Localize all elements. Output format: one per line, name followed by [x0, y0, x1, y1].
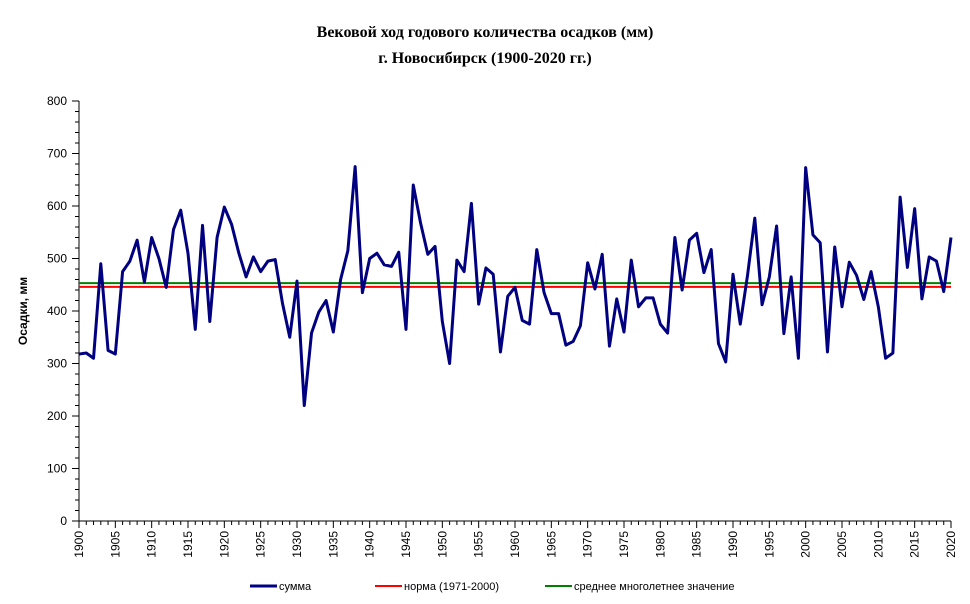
x-tick-label: 1990 [726, 531, 740, 558]
legend-item-norm: норма (1971-2000) [375, 581, 499, 593]
x-tick-label: 1960 [508, 531, 522, 558]
x-tick-label: 1965 [544, 531, 558, 558]
legend-item-mean: среднее многолетнее значение [545, 581, 734, 593]
y-tick-label: 500 [47, 252, 67, 266]
x-tick-label: 1905 [108, 531, 122, 558]
y-tick-label: 200 [47, 409, 67, 423]
chart-title-line-1: Вековой ход годового количества осадков … [316, 24, 654, 41]
x-tick-label: 1955 [472, 531, 486, 558]
x-tick-label: 1970 [581, 531, 595, 558]
x-tick-label: 1995 [762, 531, 776, 558]
y-tick-label: 100 [47, 462, 67, 476]
x-tick-label: 2005 [835, 531, 849, 558]
series-layer [78, 165, 953, 407]
x-tick-label: 1975 [617, 531, 631, 558]
x-tick-label: 1985 [690, 531, 704, 558]
series-line-sum [78, 165, 953, 407]
x-tick-label: 2020 [944, 531, 958, 558]
legend-item-sum: сумма [250, 581, 312, 593]
legend-label: сумма [279, 581, 312, 593]
x-tick-label: 2010 [871, 531, 885, 558]
y-tick-label: 600 [47, 199, 67, 213]
y-tick-label: 0 [60, 514, 67, 528]
x-tick-label: 1915 [181, 531, 195, 558]
legend-label: норма (1971-2000) [404, 581, 499, 593]
y-tick-label: 300 [47, 357, 67, 371]
y-tick-label: 800 [47, 94, 67, 108]
x-tick-label: 1900 [72, 531, 86, 558]
x-tick-label: 1980 [653, 531, 667, 558]
x-tick-label: 2015 [908, 531, 922, 558]
y-axis-label: Осадки, мм [16, 277, 30, 345]
x-tick-label: 2000 [799, 531, 813, 558]
axes: 0 100 200 300 400 500 600 700 800 1900 1905 1910 191… [47, 94, 958, 558]
y-tick-label: 400 [47, 304, 67, 318]
x-tick-label: 1910 [145, 531, 159, 558]
x-tick-label: 1925 [254, 531, 268, 558]
x-tick-label: 1935 [326, 531, 340, 558]
legend: сумма норма (1971-2000) среднее многолетне… [250, 581, 734, 593]
legend-label: среднее многолетнее значение [574, 581, 734, 593]
x-tick-label: 1920 [217, 531, 231, 558]
x-tick-label: 1945 [399, 531, 413, 558]
y-tick-label: 700 [47, 147, 67, 161]
chart-title-line-2: г. Новосибирск (1900-2020 гг.) [378, 50, 592, 67]
x-tick-label: 1940 [363, 531, 377, 558]
x-tick-label: 1930 [290, 531, 304, 558]
x-tick-label: 1950 [435, 531, 449, 558]
